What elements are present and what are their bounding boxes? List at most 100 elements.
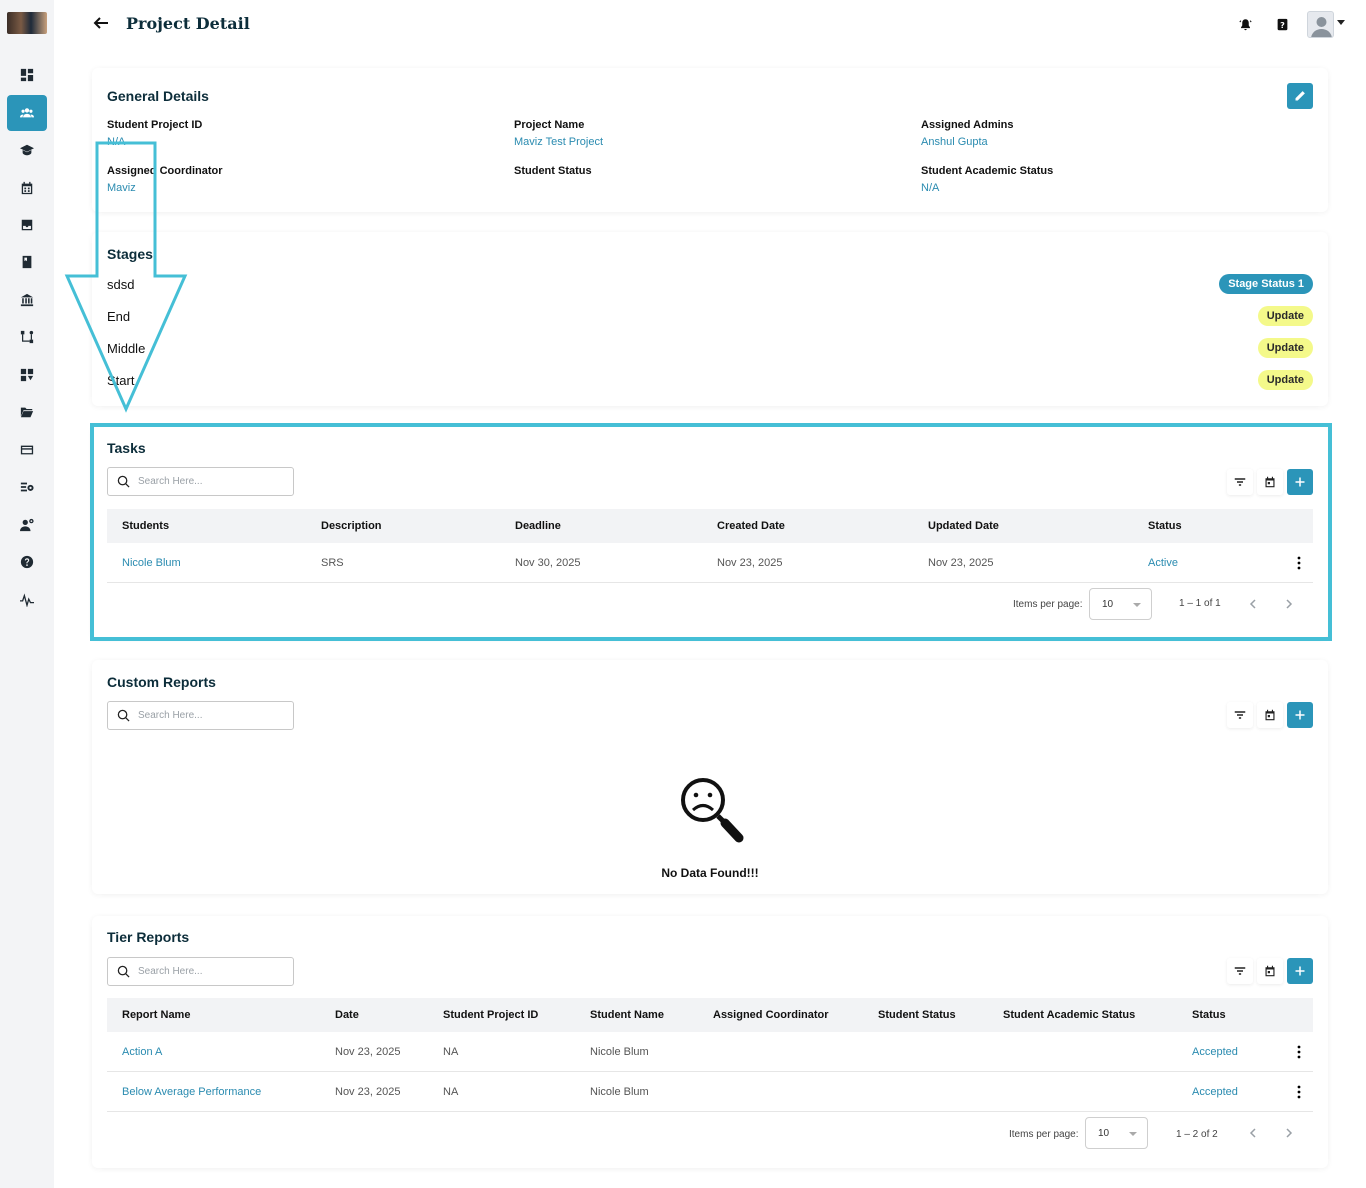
- field-label: Student Status: [514, 165, 592, 177]
- column-header[interactable]: Student Academic Status: [1003, 1009, 1136, 1021]
- column-header[interactable]: Assigned Coordinator: [713, 1009, 829, 1021]
- column-header[interactable]: Created Date: [717, 520, 785, 532]
- report-project-id: NA: [443, 1086, 459, 1098]
- general-details-card: General Details Student Project ID N/A P…: [92, 68, 1328, 212]
- tasks-date-button[interactable]: [1257, 469, 1283, 495]
- task-student-link[interactable]: Nicole Blum: [122, 557, 181, 569]
- page-title: Project Detail: [126, 14, 250, 33]
- tier-reports-date-button[interactable]: [1257, 958, 1283, 984]
- sidebar-item-list-settings[interactable]: [7, 469, 47, 505]
- row-menu-icon[interactable]: [1297, 1085, 1301, 1099]
- user-avatar[interactable]: [1307, 11, 1334, 38]
- column-header[interactable]: Date: [335, 1009, 359, 1021]
- search-icon: [117, 965, 130, 978]
- sidebar-item-billing[interactable]: [7, 432, 47, 468]
- sidebar-item-inbox[interactable]: [7, 207, 47, 243]
- field-label: Student Academic Status: [921, 165, 1054, 177]
- table-row[interactable]: Nicole Blum SRS Nov 30, 2025 Nov 23, 202…: [107, 543, 1313, 583]
- sidebar-item-dashboard[interactable]: [7, 57, 47, 93]
- field-label: Assigned Coordinator: [107, 165, 223, 177]
- notifications-button[interactable]: [1232, 12, 1258, 36]
- tasks-search-input[interactable]: [138, 476, 278, 487]
- app-logo[interactable]: [7, 12, 47, 34]
- tier-reports-table-header: Report Name Date Student Project ID Stud…: [107, 998, 1313, 1032]
- stage-update-button[interactable]: Update: [1257, 370, 1313, 390]
- column-header[interactable]: Student Name: [590, 1009, 664, 1021]
- filter-icon: [1234, 478, 1246, 486]
- tier-reports-filter-button[interactable]: [1227, 958, 1253, 984]
- column-header[interactable]: Student Project ID: [443, 1009, 539, 1021]
- field-value: Maviz: [107, 182, 136, 194]
- next-page-icon[interactable]: [1283, 598, 1295, 610]
- items-per-page-value: 10: [1102, 599, 1114, 610]
- sidebar-item-activity[interactable]: [7, 582, 47, 618]
- task-created-date: Nov 23, 2025: [717, 557, 783, 569]
- column-header[interactable]: Status: [1148, 520, 1182, 532]
- tasks-add-button[interactable]: [1287, 469, 1313, 495]
- items-per-page-value: 10: [1098, 1128, 1110, 1139]
- edit-general-button[interactable]: [1287, 83, 1313, 109]
- sidebar-item-workflow[interactable]: [7, 319, 47, 355]
- sidebar-item-institution[interactable]: [7, 282, 47, 318]
- back-arrow-icon[interactable]: [92, 14, 110, 32]
- sidebar-item-folder[interactable]: [7, 394, 47, 430]
- tier-reports-search-input[interactable]: [138, 966, 278, 977]
- column-header[interactable]: Updated Date: [928, 520, 999, 532]
- search-icon: [117, 709, 130, 722]
- column-header[interactable]: Status: [1192, 1009, 1226, 1021]
- column-header[interactable]: Student Status: [878, 1009, 956, 1021]
- sidebar-item-calendar[interactable]: [7, 170, 47, 206]
- stage-update-button[interactable]: Update: [1257, 338, 1313, 358]
- stages-title: Stages: [107, 246, 153, 262]
- report-date: Nov 23, 2025: [335, 1046, 401, 1058]
- items-per-page-select[interactable]: 10: [1089, 588, 1152, 620]
- custom-reports-add-button[interactable]: [1287, 702, 1313, 728]
- report-name-link[interactable]: Below Average Performance: [122, 1086, 262, 1098]
- task-updated-date: Nov 23, 2025: [928, 557, 994, 569]
- items-per-page-select[interactable]: 10: [1085, 1117, 1148, 1149]
- bell-icon: [1238, 18, 1252, 30]
- sidebar-item-users[interactable]: [7, 95, 47, 131]
- sidebar-item-grid-download[interactable]: [7, 357, 47, 393]
- field-label: Student Project ID: [107, 119, 203, 131]
- sidebar-item-help[interactable]: [7, 544, 47, 580]
- report-date: Nov 23, 2025: [335, 1086, 401, 1098]
- sidebar-item-book[interactable]: [7, 244, 47, 280]
- table-row[interactable]: Action A Nov 23, 2025 NA Nicole Blum Acc…: [107, 1032, 1313, 1072]
- help-button[interactable]: ?: [1269, 12, 1295, 36]
- prev-page-icon[interactable]: [1247, 598, 1259, 610]
- tasks-search[interactable]: [107, 467, 294, 496]
- folder-open-icon: [20, 407, 34, 418]
- custom-reports-search[interactable]: [107, 701, 294, 730]
- next-page-icon[interactable]: [1283, 1127, 1295, 1139]
- custom-reports-card: Custom Reports No Data Found!!!: [92, 660, 1328, 894]
- calendar-icon: [1265, 709, 1275, 721]
- field-value: Maviz Test Project: [514, 136, 604, 148]
- table-row[interactable]: Below Average Performance Nov 23, 2025 N…: [107, 1072, 1313, 1112]
- plus-icon: [1295, 966, 1305, 976]
- custom-reports-date-button[interactable]: [1257, 702, 1283, 728]
- filter-icon: [1234, 711, 1246, 719]
- filter-icon: [1234, 967, 1246, 975]
- avatar-placeholder-icon: [1311, 17, 1332, 37]
- report-name-link[interactable]: Action A: [122, 1046, 163, 1058]
- prev-page-icon[interactable]: [1247, 1127, 1259, 1139]
- custom-reports-search-input[interactable]: [138, 710, 278, 721]
- search-icon: [117, 475, 130, 488]
- column-header[interactable]: Report Name: [122, 1009, 191, 1021]
- sidebar-item-user-settings[interactable]: [7, 507, 47, 543]
- avatar-dropdown-caret-icon[interactable]: [1337, 20, 1345, 25]
- sidebar-item-education[interactable]: [7, 132, 47, 168]
- row-menu-icon[interactable]: [1297, 1045, 1301, 1059]
- stage-status-badge[interactable]: Stage Status 1: [1219, 274, 1313, 294]
- column-header[interactable]: Students: [122, 520, 170, 532]
- tier-reports-search[interactable]: [107, 957, 294, 986]
- column-header[interactable]: Description: [321, 520, 382, 532]
- custom-reports-filter-button[interactable]: [1227, 702, 1253, 728]
- no-data-magnifier-icon: [681, 778, 744, 843]
- stage-update-button[interactable]: Update: [1257, 306, 1313, 326]
- tier-reports-add-button[interactable]: [1287, 958, 1313, 984]
- row-menu-icon[interactable]: [1297, 556, 1301, 570]
- tasks-filter-button[interactable]: [1227, 469, 1253, 495]
- column-header[interactable]: Deadline: [515, 520, 561, 532]
